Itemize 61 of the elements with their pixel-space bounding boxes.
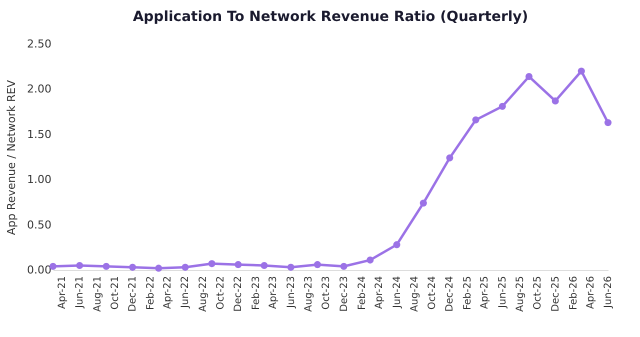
x-tick-label: Jun-24 (392, 276, 403, 309)
x-tick-label: Apr-24 (374, 276, 386, 309)
point (340, 262, 348, 270)
x-tick-label: Feb-25 (462, 276, 474, 310)
y-tick-label: 1.00 (27, 173, 52, 186)
x-tick-label: Apr-26 (585, 276, 596, 309)
x-tick-label: Apr-22 (162, 276, 174, 309)
y-tick-label: 0.50 (27, 218, 52, 232)
x-tick-label: Jun-25 (497, 276, 508, 309)
point (366, 256, 374, 264)
point (260, 262, 268, 270)
x-tick-label: Jun-22 (180, 276, 192, 309)
x-tick-label: Dec-24 (444, 276, 456, 312)
point (578, 68, 585, 75)
x-tick-label: Dec-22 (233, 276, 244, 312)
x-tick-label: Jun-23 (286, 276, 297, 309)
x-tick-label: Apr-23 (268, 276, 280, 309)
point (393, 241, 400, 248)
x-tick-label: Aug-24 (409, 276, 420, 312)
y-axis-title: App Revenue / Network REV (5, 79, 18, 236)
point (208, 260, 216, 268)
x-tick-label: Jun-21 (74, 276, 86, 309)
x-tick-label: Feb-24 (356, 276, 368, 310)
point (182, 264, 189, 271)
chart-title: Application To Network Revenue Ratio (Quarterly) (132, 9, 528, 25)
point (420, 200, 427, 207)
y-tick-label: 2.00 (27, 82, 52, 96)
y-tick-label: 0.00 (27, 264, 52, 276)
x-tick-label: Aug-22 (198, 276, 209, 312)
x-tick-label: Apr-21 (56, 276, 68, 309)
x-tick-label: Oct-25 (532, 276, 544, 310)
point (155, 264, 162, 272)
x-tick-label: Dec-25 (550, 276, 562, 312)
y-tick-label: 1.50 (27, 128, 52, 141)
point (525, 73, 533, 80)
point (234, 261, 242, 268)
x-tick-label: Oct-24 (427, 276, 438, 310)
y-tick-label: 2.50 (27, 38, 52, 50)
point (287, 264, 294, 271)
point (446, 154, 454, 162)
point (498, 102, 506, 110)
x-tick-label: Oct-21 (110, 276, 121, 310)
x-tick-label: Aug-23 (304, 276, 315, 312)
point (129, 264, 136, 271)
x-tick-label: Dec-21 (128, 276, 139, 312)
x-tick-label: Jun-26 (603, 276, 614, 309)
point (102, 262, 110, 270)
point (472, 116, 480, 124)
x-tick-label: Aug-25 (515, 276, 526, 312)
x-tick-label: Apr-25 (480, 276, 491, 309)
point (552, 97, 559, 104)
x-tick-label: Feb-22 (146, 276, 157, 310)
x-tick-label: Dec-23 (338, 276, 350, 312)
x-tick-label: Aug-21 (92, 276, 104, 312)
x-tick-label: Oct-23 (321, 276, 332, 310)
point (314, 261, 322, 268)
x-tick-label: Feb-23 (251, 276, 262, 310)
point (76, 262, 84, 270)
x-tick-label: Oct-22 (216, 276, 227, 310)
x-tick-label: Feb-26 (568, 276, 580, 310)
point (604, 119, 612, 126)
